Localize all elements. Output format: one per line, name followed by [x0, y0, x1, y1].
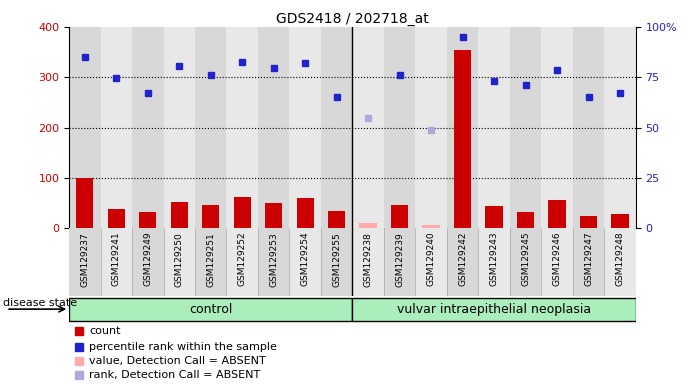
Bar — [195, 228, 227, 296]
Title: GDS2418 / 202718_at: GDS2418 / 202718_at — [276, 12, 429, 26]
Bar — [510, 27, 541, 228]
Bar — [352, 228, 384, 296]
Text: GSM129253: GSM129253 — [269, 232, 278, 286]
Text: control: control — [189, 303, 232, 316]
Bar — [265, 203, 283, 228]
Text: GSM129240: GSM129240 — [426, 232, 435, 286]
Bar — [69, 228, 101, 296]
Bar — [454, 50, 471, 228]
Text: count: count — [89, 326, 120, 336]
Bar — [541, 27, 573, 228]
Bar — [132, 228, 164, 296]
FancyBboxPatch shape — [352, 298, 636, 321]
Bar — [108, 209, 125, 228]
Bar — [573, 228, 604, 296]
Text: GSM129239: GSM129239 — [395, 232, 404, 286]
Text: value, Detection Call = ABSENT: value, Detection Call = ABSENT — [89, 356, 265, 366]
Bar — [384, 27, 415, 228]
Bar — [139, 212, 156, 228]
Text: vulvar intraepithelial neoplasia: vulvar intraepithelial neoplasia — [397, 303, 591, 316]
Bar — [415, 27, 447, 228]
Bar — [227, 228, 258, 296]
Bar — [359, 223, 377, 228]
Bar — [447, 228, 478, 296]
Bar — [321, 27, 352, 228]
Bar — [573, 27, 604, 228]
Bar — [485, 206, 503, 228]
Bar — [549, 200, 566, 228]
Bar — [517, 212, 534, 228]
Bar — [478, 228, 510, 296]
Bar — [541, 228, 573, 296]
Bar — [478, 27, 510, 228]
Text: GSM129242: GSM129242 — [458, 232, 467, 286]
Text: rank, Detection Call = ABSENT: rank, Detection Call = ABSENT — [89, 370, 261, 380]
Bar — [612, 214, 629, 228]
Text: GSM129245: GSM129245 — [521, 232, 530, 286]
Text: GSM129246: GSM129246 — [553, 232, 562, 286]
Text: GSM129255: GSM129255 — [332, 232, 341, 286]
Bar — [234, 197, 251, 228]
Text: GSM129249: GSM129249 — [143, 232, 152, 286]
Text: GSM129247: GSM129247 — [584, 232, 593, 286]
Text: GSM129243: GSM129243 — [489, 232, 499, 286]
Bar — [604, 27, 636, 228]
Bar — [101, 27, 132, 228]
Bar — [352, 27, 384, 228]
Bar — [510, 228, 541, 296]
Bar — [164, 27, 195, 228]
Bar — [101, 228, 132, 296]
Bar — [422, 225, 439, 228]
Text: GSM129241: GSM129241 — [112, 232, 121, 286]
Bar — [290, 228, 321, 296]
Text: GSM129252: GSM129252 — [238, 232, 247, 286]
Bar — [76, 178, 93, 228]
Bar — [195, 27, 227, 228]
Text: GSM129250: GSM129250 — [175, 232, 184, 286]
Bar — [227, 27, 258, 228]
Bar — [258, 27, 290, 228]
FancyBboxPatch shape — [69, 298, 352, 321]
Bar — [290, 27, 321, 228]
Bar — [580, 216, 597, 228]
Bar — [384, 228, 415, 296]
Text: percentile rank within the sample: percentile rank within the sample — [89, 342, 277, 352]
Bar — [415, 228, 447, 296]
Text: GSM129237: GSM129237 — [80, 232, 89, 286]
Bar — [171, 202, 188, 228]
Bar — [391, 205, 408, 228]
Bar — [604, 228, 636, 296]
Text: GSM129251: GSM129251 — [206, 232, 216, 286]
Bar — [202, 205, 220, 228]
Text: disease state: disease state — [3, 298, 77, 308]
Bar — [328, 211, 346, 228]
Bar — [69, 27, 101, 228]
Text: GSM129248: GSM129248 — [616, 232, 625, 286]
Bar — [321, 228, 352, 296]
Bar — [447, 27, 478, 228]
Bar — [296, 198, 314, 228]
Text: GSM129238: GSM129238 — [363, 232, 372, 286]
Bar — [258, 228, 290, 296]
Bar — [164, 228, 195, 296]
Text: GSM129254: GSM129254 — [301, 232, 310, 286]
Bar — [132, 27, 164, 228]
